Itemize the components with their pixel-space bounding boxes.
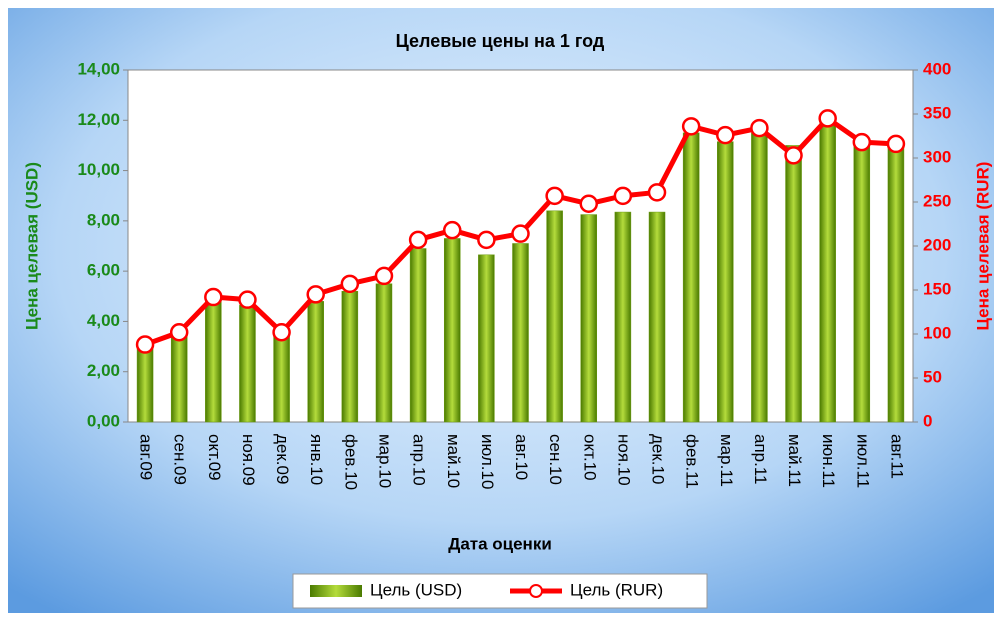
bar — [307, 301, 324, 423]
y-tick-label: 4,00 — [87, 311, 120, 330]
bar — [546, 210, 563, 423]
marker — [306, 285, 325, 304]
bar — [614, 211, 632, 423]
y-tick-label: 6,00 — [87, 261, 120, 280]
bar — [170, 336, 188, 423]
y-tick-label: 10,00 — [77, 160, 120, 179]
x-tick-label: апр.11 — [751, 434, 770, 485]
y2-tick-label: 400 — [923, 59, 951, 78]
marker — [135, 335, 155, 354]
marker — [340, 274, 360, 294]
y2-tick-label: 50 — [923, 367, 942, 386]
x-tick-label: июн.11 — [819, 434, 838, 488]
bar — [409, 248, 427, 423]
chart-title: Целевые цены на 1 год — [396, 31, 605, 51]
bar — [341, 291, 359, 423]
marker — [272, 322, 291, 342]
marker — [716, 125, 735, 145]
bar — [443, 238, 461, 423]
bar — [648, 211, 666, 423]
y-tick-label: 2,00 — [87, 361, 120, 380]
x-axis-title: Дата оценки — [448, 534, 552, 553]
y2-tick-label: 200 — [923, 235, 951, 254]
legend — [292, 573, 708, 609]
x-tick-label: апр.10 — [410, 434, 429, 486]
marker — [204, 287, 223, 307]
y2-axis-title: Цена целевая (RUR) — [973, 162, 992, 331]
x-tick-label: дек.10 — [649, 434, 668, 484]
marker — [238, 290, 257, 309]
marker — [852, 132, 872, 152]
legend-label: Цель (USD) — [370, 580, 462, 599]
x-tick-label: авг.10 — [512, 434, 531, 480]
marker — [647, 183, 667, 202]
bar — [751, 132, 768, 423]
x-tick-label: янв.10 — [307, 434, 326, 485]
bar — [819, 122, 836, 423]
marker — [477, 230, 496, 250]
x-tick-label: авг.11 — [887, 434, 906, 479]
marker — [681, 117, 701, 136]
y-tick-label: 12,00 — [77, 110, 120, 129]
x-tick-label: июл.10 — [478, 434, 497, 489]
y-tick-label: 8,00 — [87, 210, 120, 229]
bar — [375, 283, 393, 423]
x-tick-label: дек.09 — [273, 434, 292, 484]
y2-tick-label: 0 — [923, 411, 932, 430]
bar — [239, 304, 256, 423]
x-tick-label: мар.10 — [375, 434, 394, 488]
x-tick-label: фев.11 — [683, 434, 702, 489]
y2-tick-label: 350 — [923, 103, 951, 122]
x-tick-label: сен.09 — [171, 434, 190, 485]
x-tick-label: май.11 — [785, 434, 804, 487]
y-tick-label: 14,00 — [77, 59, 120, 78]
y-tick-label: 0,00 — [87, 411, 120, 430]
x-tick-label: сен.10 — [546, 434, 565, 485]
y-axis-title: Цена целевая (USD) — [22, 162, 41, 330]
y2-tick-label: 300 — [923, 147, 951, 166]
x-tick-label: авг.09 — [137, 434, 156, 480]
y2-tick-label: 100 — [923, 323, 951, 342]
marker — [613, 186, 633, 206]
bar — [205, 301, 222, 423]
bar — [853, 145, 871, 423]
legend-label: Цель (RUR) — [570, 580, 663, 599]
marker — [579, 194, 599, 214]
bar — [717, 141, 734, 423]
marker — [408, 230, 428, 250]
marker — [886, 134, 906, 154]
legend-swatch — [310, 585, 362, 597]
bar — [580, 214, 598, 423]
bar — [273, 331, 290, 423]
legend-swatch-marker — [529, 584, 543, 598]
y2-tick-label: 150 — [923, 279, 951, 298]
x-tick-label: окт.09 — [205, 434, 224, 481]
marker — [442, 220, 462, 240]
x-tick-label: ноя.09 — [239, 434, 258, 486]
bar — [512, 243, 529, 423]
marker — [818, 109, 837, 128]
marker — [545, 186, 564, 206]
x-tick-label: май.10 — [444, 434, 463, 488]
marker — [374, 266, 394, 286]
x-tick-label: окт.10 — [580, 434, 599, 481]
bar — [785, 145, 802, 423]
marker — [784, 146, 803, 165]
marker — [511, 224, 530, 243]
bar — [887, 147, 905, 423]
marker — [169, 322, 189, 342]
bar — [682, 132, 700, 423]
bar — [136, 346, 154, 423]
x-tick-label: фев.10 — [341, 434, 360, 490]
marker — [750, 118, 769, 138]
bar — [478, 254, 495, 423]
x-tick-label: июл.11 — [853, 434, 872, 488]
x-tick-label: мар.11 — [717, 434, 736, 487]
x-tick-label: ноя.10 — [614, 434, 633, 486]
y2-tick-label: 250 — [923, 191, 951, 210]
